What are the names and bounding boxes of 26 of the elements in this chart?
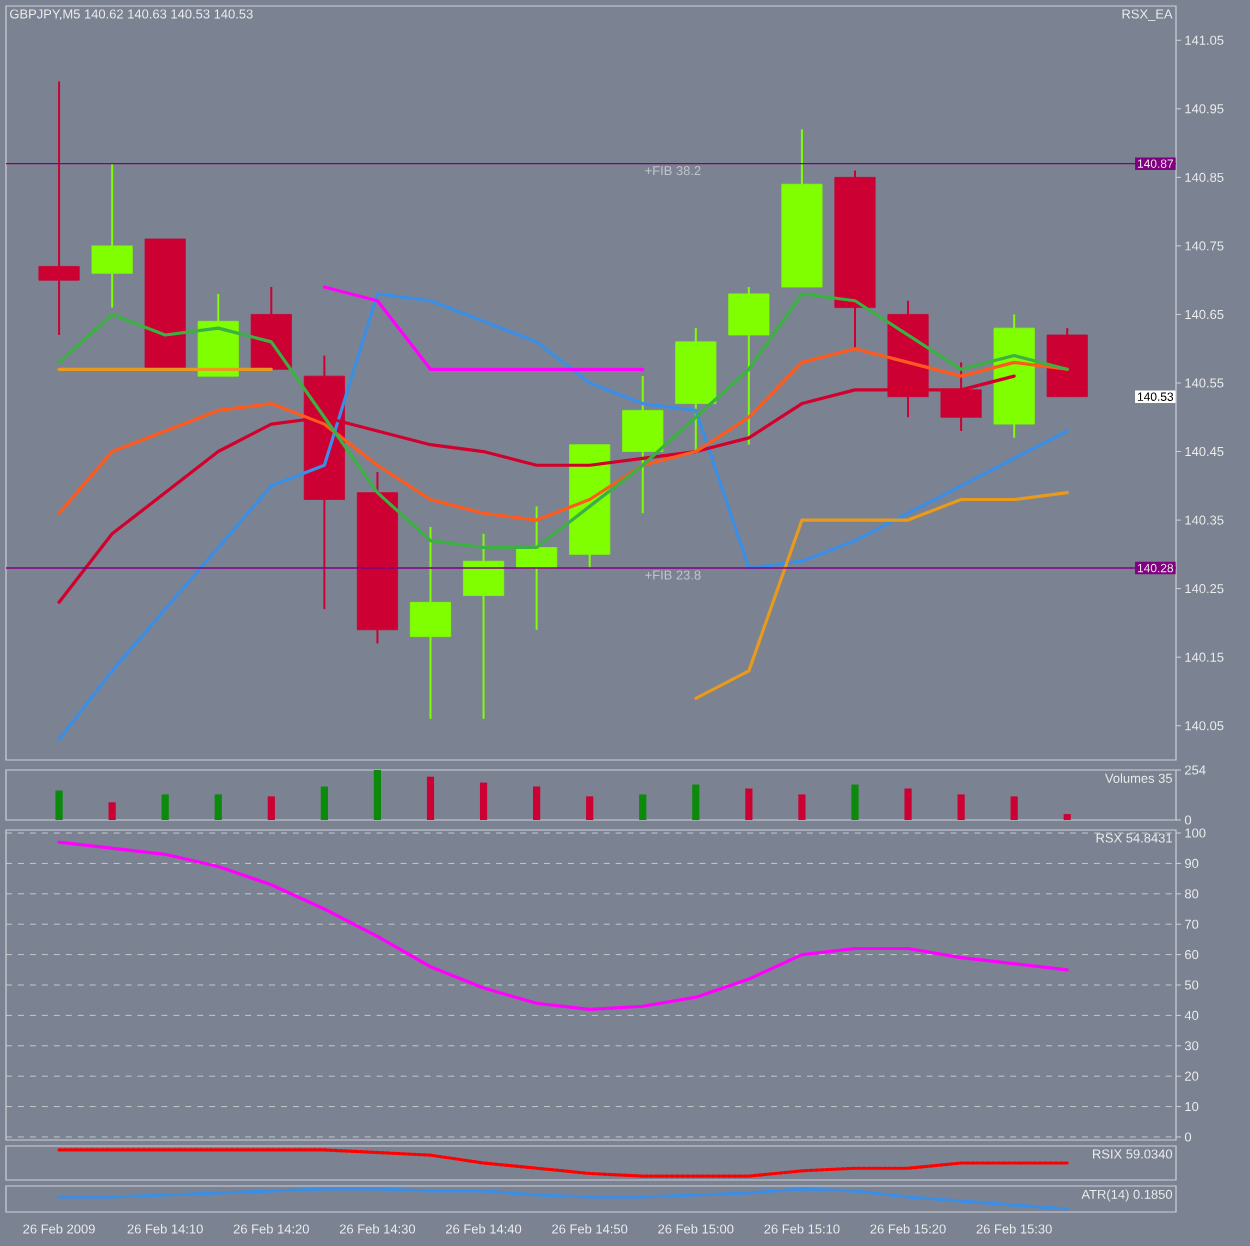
- bar: [798, 794, 806, 820]
- bar: [904, 788, 912, 820]
- bar: [267, 796, 275, 820]
- bar: [533, 786, 541, 820]
- bar: [1010, 796, 1018, 820]
- bar: [851, 784, 859, 820]
- bar: [161, 794, 169, 820]
- bar: [55, 790, 63, 820]
- bar: [479, 782, 488, 820]
- bar: [108, 802, 116, 820]
- candlestick: [91, 162, 133, 309]
- bar: [586, 796, 594, 820]
- bar: [745, 788, 753, 820]
- bar: [1063, 814, 1071, 820]
- bar: [692, 784, 700, 820]
- bar: [320, 786, 328, 820]
- candlestick: [462, 532, 505, 720]
- bar: [214, 794, 222, 820]
- bar: [373, 769, 382, 820]
- bar: [426, 776, 435, 820]
- candlestick: [622, 375, 664, 515]
- candlestick: [728, 286, 770, 446]
- bar: [957, 794, 965, 820]
- candlestick: [409, 525, 452, 720]
- bar: [639, 794, 647, 820]
- candlestick: [38, 80, 80, 337]
